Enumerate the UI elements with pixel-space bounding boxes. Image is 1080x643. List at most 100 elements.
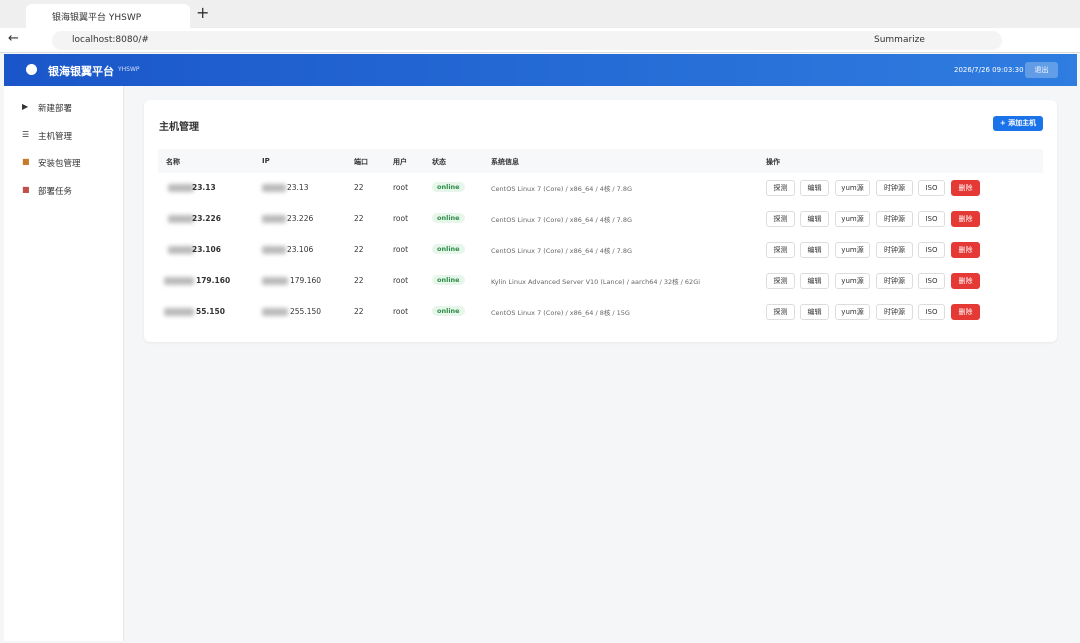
user: root xyxy=(393,307,409,316)
add-host[interactable]: + 添加主机 xyxy=(993,116,1043,131)
status: online xyxy=(432,182,465,192)
menu-icon: ▶ xyxy=(22,102,29,111)
app-header: 银海银翼平台 YHSWP 2026/7/26 09:03:30 退出 xyxy=(4,54,1077,86)
column-header: 用户 xyxy=(393,158,407,166)
logout[interactable]: 退出 xyxy=(1025,62,1058,78)
port: 22 xyxy=(354,245,364,254)
logo xyxy=(26,64,37,75)
url: localhost:8080/# xyxy=(72,35,149,45)
address-bar: ← localhost:8080/# Summarize xyxy=(0,28,1080,53)
system-info: CentOS Linux 7 (Core) / x86_64 / 4核 / 7.… xyxy=(491,247,633,255)
name-mask xyxy=(164,277,194,285)
port: 22 xyxy=(354,307,364,316)
menu-item[interactable]: 主机管理 xyxy=(38,131,73,142)
tab-title: 银海银翼平台 YHSWP xyxy=(52,13,142,23)
user: root xyxy=(393,214,409,223)
url-field[interactable]: localhost:8080/# Summarize xyxy=(52,31,1002,50)
delete-button[interactable]: 删除 xyxy=(951,180,980,196)
ip: 23.226 xyxy=(287,214,314,223)
ip-mask xyxy=(262,246,286,254)
ip: 23.106 xyxy=(287,245,314,254)
action-button[interactable]: 时钟源 xyxy=(876,211,913,227)
action-button[interactable]: 探测 xyxy=(766,242,795,258)
column-header: 系统信息 xyxy=(491,158,519,166)
action-button[interactable]: yum源 xyxy=(835,180,870,196)
status: online xyxy=(432,244,465,254)
action-button[interactable]: ISO xyxy=(918,304,945,320)
ip-mask xyxy=(262,215,286,223)
back[interactable]: ← xyxy=(8,31,19,46)
table-header xyxy=(158,149,1043,173)
action-button[interactable]: ISO xyxy=(918,180,945,196)
action-button[interactable]: ISO xyxy=(918,242,945,258)
app-title: 银海银翼平台 xyxy=(48,65,114,78)
delete-button[interactable]: 删除 xyxy=(951,273,980,289)
user: root xyxy=(393,245,409,254)
card-title: 主机管理 xyxy=(159,122,199,133)
menu-icon: ■ xyxy=(22,157,30,166)
action-button[interactable]: 编辑 xyxy=(800,304,829,320)
action-button[interactable]: 探测 xyxy=(766,273,795,289)
delete-button[interactable]: 删除 xyxy=(951,242,980,258)
action-button[interactable]: ISO xyxy=(918,273,945,289)
action-button[interactable]: 时钟源 xyxy=(876,273,913,289)
user: root xyxy=(393,183,409,192)
app-subtitle: YHSWP xyxy=(118,66,140,73)
ip-mask xyxy=(262,308,288,316)
host-name: 23.106 xyxy=(192,245,221,254)
status: online xyxy=(432,213,465,223)
column-header: 操作 xyxy=(766,158,780,166)
ip-mask xyxy=(262,277,288,285)
action-button[interactable]: 时钟源 xyxy=(876,242,913,258)
action-button[interactable]: yum源 xyxy=(835,273,870,289)
action-button[interactable]: 时钟源 xyxy=(876,180,913,196)
name-mask xyxy=(168,184,194,192)
system-info: CentOS Linux 7 (Core) / x86_64 / 8核 / 15… xyxy=(491,309,630,317)
action-button[interactable]: yum源 xyxy=(835,211,870,227)
menu-item[interactable]: 安装包管理 xyxy=(38,159,81,169)
datetime: 2026/7/26 09:03:30 xyxy=(954,66,1024,74)
system-info: Kylin Linux Advanced Server V10 (Lance) … xyxy=(491,278,701,286)
name-mask xyxy=(164,308,194,316)
column-header: 端口 xyxy=(354,158,368,166)
column-header: 状态 xyxy=(432,158,446,166)
port: 22 xyxy=(354,276,364,285)
port: 22 xyxy=(354,183,364,192)
delete-button[interactable]: 删除 xyxy=(951,211,980,227)
action-button[interactable]: 编辑 xyxy=(800,211,829,227)
action-button[interactable]: 时钟源 xyxy=(876,304,913,320)
name-mask xyxy=(168,246,194,254)
menu-icon: ☰ xyxy=(22,129,30,139)
menu-item[interactable]: 新建部署 xyxy=(38,104,73,114)
host-name: 55.150 xyxy=(196,307,225,316)
column-header: 名称 xyxy=(166,158,180,166)
action-button[interactable]: ISO xyxy=(918,211,945,227)
action-button[interactable]: yum源 xyxy=(835,242,870,258)
action-button[interactable]: 探测 xyxy=(766,211,795,227)
name-mask xyxy=(168,215,194,223)
action-button[interactable]: yum源 xyxy=(835,304,870,320)
delete-button[interactable]: 删除 xyxy=(951,304,980,320)
user: root xyxy=(393,276,409,285)
menu-icon: ■ xyxy=(22,184,30,194)
action-button[interactable]: 编辑 xyxy=(800,180,829,196)
sidebar: ▶ 新建部署 ☰ 主机管理 ■ 安装包管理 ■ 部署任务 xyxy=(4,86,124,641)
ip: 255.150 xyxy=(290,307,322,316)
system-info: CentOS Linux 7 (Core) / x86_64 / 4核 / 7.… xyxy=(491,185,633,193)
action-button[interactable]: 编辑 xyxy=(800,242,829,258)
tab[interactable]: 银海银翼平台 YHSWP xyxy=(26,4,190,28)
status: online xyxy=(432,275,465,285)
ip: 23.13 xyxy=(287,183,309,192)
new-tab[interactable]: + xyxy=(196,3,210,22)
menu-item[interactable]: 部署任务 xyxy=(38,186,73,197)
action-button[interactable]: 探测 xyxy=(766,304,795,320)
host-name: 179.160 xyxy=(196,276,231,285)
host-name: 23.13 xyxy=(192,183,216,192)
action-button[interactable]: 编辑 xyxy=(800,273,829,289)
summarize[interactable]: Summarize xyxy=(874,35,925,45)
port: 22 xyxy=(354,214,364,223)
ip-mask xyxy=(262,184,286,192)
action-button[interactable]: 探测 xyxy=(766,180,795,196)
